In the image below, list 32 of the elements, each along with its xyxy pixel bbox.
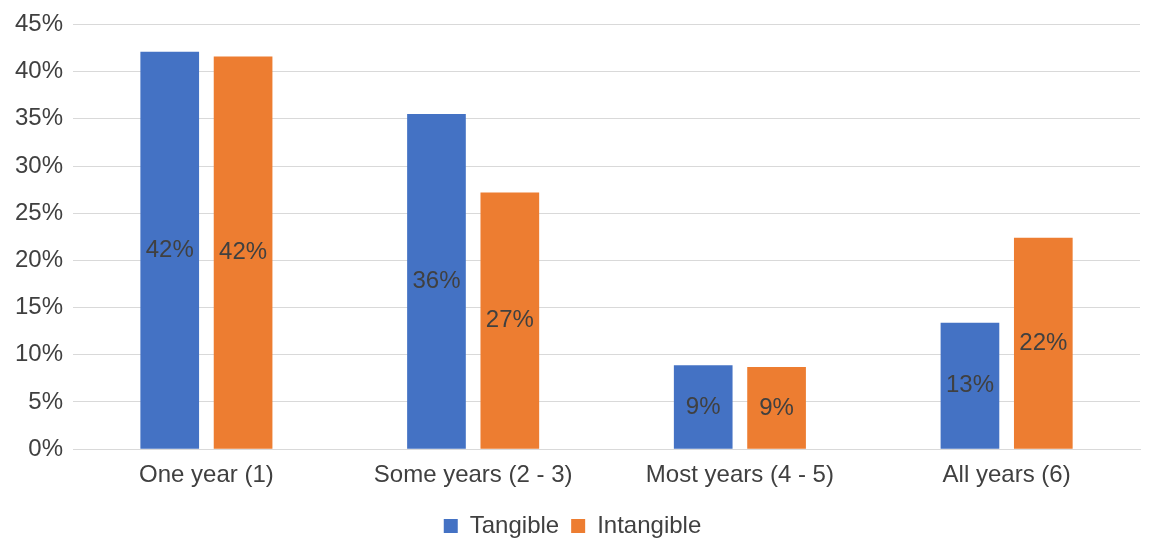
y-tick-label: 30% (14, 150, 64, 178)
bar (1013, 237, 1073, 449)
x-tick-label: Most years (4 - 5) (645, 460, 834, 488)
bar (140, 51, 200, 449)
x-tick-label: All years (6) (942, 460, 1071, 488)
y-tick-label: 20% (14, 245, 64, 273)
bar (940, 322, 1000, 449)
legend-label: Intangible (597, 510, 702, 538)
y-tick-label: 35% (14, 103, 64, 131)
legend-label: Tangible (469, 510, 560, 538)
data-label: 9% (685, 391, 721, 419)
bar (673, 365, 733, 449)
bar (213, 56, 273, 449)
x-tick-label: Some years (2 - 3) (373, 460, 573, 488)
x-tick-label: One year (1) (139, 460, 274, 488)
y-tick-label: 45% (14, 9, 64, 37)
data-label: 42% (145, 234, 194, 262)
bar (747, 367, 806, 449)
data-label: 42% (219, 237, 268, 265)
y-tick-label: 0% (28, 433, 64, 461)
y-tick-label: 10% (14, 339, 64, 367)
y-tick-label: 5% (28, 386, 64, 414)
y-tick-label: 25% (14, 197, 64, 225)
y-tick-label: 40% (14, 56, 64, 84)
bar (480, 192, 540, 449)
data-label: 27% (485, 305, 534, 333)
data-label: 36% (412, 266, 461, 294)
y-tick-label: 15% (14, 292, 64, 320)
bar (407, 114, 466, 449)
data-label: 22% (1019, 327, 1068, 355)
data-label: 13% (945, 370, 994, 398)
data-label: 9% (759, 392, 794, 420)
